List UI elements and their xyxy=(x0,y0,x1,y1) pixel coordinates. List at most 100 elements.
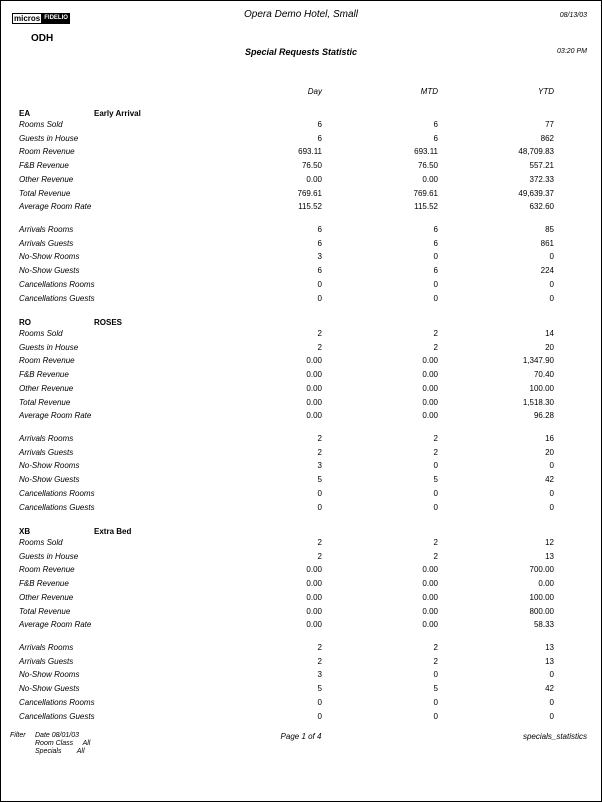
filter-list: Date 08/01/03 Room Class All Specials Al… xyxy=(35,732,90,756)
day-value: 2 xyxy=(317,643,322,652)
row-label: Total Revenue xyxy=(19,606,71,616)
table-row: Rooms Sold 6 6 77 xyxy=(1,118,601,131)
day-value: 693.11 xyxy=(298,147,322,157)
mtd-value: 5 xyxy=(433,684,438,694)
mtd-value: 0 xyxy=(433,711,438,721)
table-row: Guests in House 2 2 20 xyxy=(1,341,601,354)
filter-label: Filter xyxy=(10,732,26,739)
table-row: Rooms Sold 2 2 12 xyxy=(1,536,601,549)
row-label: Guests in House xyxy=(19,551,79,561)
table-row: Arrivals Rooms 2 2 13 xyxy=(1,641,601,654)
day-value: 6 xyxy=(317,238,322,248)
row-label: Average Room Rate xyxy=(19,202,92,212)
mtd-value: 0 xyxy=(433,461,438,471)
day-value: 769.61 xyxy=(297,188,322,198)
table-row: Arrivals Rooms 6 6 85 xyxy=(1,223,601,236)
table-row: Room Revenue 693.11 693.11 48,709.83 xyxy=(1,145,601,158)
mtd-value: 0 xyxy=(433,488,438,498)
table-row: Cancellations Guests 0 0 0 xyxy=(1,710,601,723)
day-value: 0 xyxy=(317,488,322,498)
table-row: No-Show Rooms 3 0 0 xyxy=(1,668,601,681)
row-label: Room Revenue xyxy=(19,147,75,157)
micros-fidelio-logo: micros FIDELIO xyxy=(12,13,70,24)
mtd-value: 76.50 xyxy=(417,161,438,171)
row-label: Arrivals Rooms xyxy=(19,225,74,234)
ytd-value: 48,709.83 xyxy=(518,147,554,157)
mtd-value: 693.11 xyxy=(414,147,438,157)
report-date: 08/13/03 xyxy=(559,12,587,19)
table-row: No-Show Guests 6 6 224 xyxy=(1,264,601,277)
table-row: No-Show Guests 5 5 42 xyxy=(1,473,601,486)
ytd-value: 42 xyxy=(545,475,554,485)
ytd-value: 13 xyxy=(545,643,554,652)
ytd-value: 557.21 xyxy=(529,161,554,171)
table-row: Room Revenue 0.00 0.00 1,347.90 xyxy=(1,354,601,367)
ytd-value: 0 xyxy=(549,697,554,707)
section-name: Early Arrival xyxy=(94,109,141,118)
ytd-value: 0 xyxy=(549,461,554,471)
row-label: Arrivals Rooms xyxy=(19,643,74,652)
ytd-value: 16 xyxy=(545,434,554,443)
day-value: 0.00 xyxy=(306,592,322,602)
mtd-value: 0.00 xyxy=(422,606,438,616)
day-value: 0 xyxy=(317,502,322,512)
day-value: 0.00 xyxy=(306,620,322,630)
day-value: 3 xyxy=(317,461,322,471)
day-value: 5 xyxy=(317,684,322,694)
day-value: 76.50 xyxy=(301,161,322,171)
row-label: No-Show Guests xyxy=(19,266,80,276)
mtd-value: 0 xyxy=(433,670,438,680)
row-label: Average Room Rate xyxy=(19,411,92,421)
row-label: No-Show Guests xyxy=(19,684,80,694)
ytd-value: 0 xyxy=(549,502,554,512)
row-label: Total Revenue xyxy=(19,188,71,198)
mtd-value: 0.00 xyxy=(422,356,438,366)
ytd-value: 1,518.30 xyxy=(522,397,554,407)
mtd-value: 2 xyxy=(433,656,438,666)
row-label: Cancellations Guests xyxy=(19,293,95,303)
day-value: 0 xyxy=(317,697,322,707)
table-row: Cancellations Rooms 0 0 0 xyxy=(1,696,601,709)
mtd-value: 6 xyxy=(433,120,438,129)
day-value: 6 xyxy=(317,225,322,234)
day-value: 2 xyxy=(317,656,322,666)
table-row: Other Revenue 0.00 0.00 100.00 xyxy=(1,382,601,395)
row-label: Rooms Sold xyxy=(19,538,63,547)
day-value: 0.00 xyxy=(306,397,322,407)
filter-specials: Specials All xyxy=(35,748,85,755)
day-value: 3 xyxy=(317,252,322,262)
ytd-value: 632.60 xyxy=(529,202,554,212)
day-value: 0.00 xyxy=(306,606,322,616)
section-code: EA xyxy=(19,109,31,118)
row-label: Cancellations Guests xyxy=(19,502,95,512)
mtd-value: 6 xyxy=(433,225,438,234)
table-row: Total Revenue 0.00 0.00 1,518.30 xyxy=(1,396,601,409)
table-row: Cancellations Guests 0 0 0 xyxy=(1,501,601,514)
row-label: Arrivals Rooms xyxy=(19,434,74,443)
day-value: 2 xyxy=(317,551,322,561)
mtd-value: 2 xyxy=(433,342,438,352)
day-value: 0.00 xyxy=(306,565,322,575)
row-label: Arrivals Guests xyxy=(19,447,74,457)
day-value: 2 xyxy=(317,329,322,338)
mtd-value: 0 xyxy=(433,502,438,512)
report-time: 03:20 PM xyxy=(557,48,587,55)
table-row: No-Show Guests 5 5 42 xyxy=(1,682,601,695)
row-label: Room Revenue xyxy=(19,356,75,366)
row-label: Room Revenue xyxy=(19,565,75,575)
mtd-value: 2 xyxy=(433,447,438,457)
table-row: Average Room Rate 0.00 0.00 58.33 xyxy=(1,618,601,631)
mtd-value: 2 xyxy=(433,434,438,443)
row-label: Rooms Sold xyxy=(19,120,63,129)
day-value: 0.00 xyxy=(306,370,322,380)
ytd-value: 0.00 xyxy=(538,579,554,589)
row-label: Arrivals Guests xyxy=(19,238,74,248)
ytd-value: 85 xyxy=(545,225,554,234)
mtd-value: 0 xyxy=(433,697,438,707)
mtd-value: 0.00 xyxy=(422,565,438,575)
day-value: 2 xyxy=(317,434,322,443)
ytd-value: 800.00 xyxy=(529,606,554,616)
table-row: Arrivals Guests 2 2 13 xyxy=(1,655,601,668)
row-label: Other Revenue xyxy=(19,383,74,393)
